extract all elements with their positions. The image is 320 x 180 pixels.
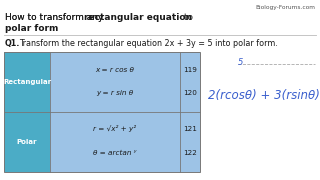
Text: Polar: Polar xyxy=(17,139,37,145)
Text: How to transform any: How to transform any xyxy=(5,13,106,22)
Text: r = √x² + y²: r = √x² + y² xyxy=(93,125,137,132)
Text: How to transform any                    rectangular equation to: How to transform any rectangular equatio… xyxy=(5,13,247,22)
Text: 120: 120 xyxy=(183,90,197,96)
Text: rectangular equation: rectangular equation xyxy=(84,13,192,22)
Text: Transform the rectangular equation 2x + 3y = 5 into polar form.: Transform the rectangular equation 2x + … xyxy=(19,39,278,48)
Bar xyxy=(4,52,50,112)
Text: θ = arctan ʸ: θ = arctan ʸ xyxy=(93,150,137,156)
Text: 119: 119 xyxy=(183,67,197,73)
Text: How to transform any: How to transform any xyxy=(5,13,106,22)
Text: Rectangular: Rectangular xyxy=(3,79,51,85)
Text: to: to xyxy=(181,13,193,22)
Text: polar form: polar form xyxy=(5,24,58,33)
Text: x = r cos θ: x = r cos θ xyxy=(96,67,134,73)
Text: Biology-Forums.com: Biology-Forums.com xyxy=(255,5,315,10)
Bar xyxy=(4,52,200,172)
Text: 5: 5 xyxy=(238,58,244,67)
Bar xyxy=(4,52,200,172)
Text: 2(rcosθ) + 3(rsinθ) =: 2(rcosθ) + 3(rsinθ) = xyxy=(208,89,320,102)
Bar xyxy=(4,112,50,172)
Text: 121: 121 xyxy=(183,126,197,132)
Text: y = r sin θ: y = r sin θ xyxy=(96,90,133,96)
Text: 122: 122 xyxy=(183,150,197,156)
Text: Q1.: Q1. xyxy=(5,39,20,48)
